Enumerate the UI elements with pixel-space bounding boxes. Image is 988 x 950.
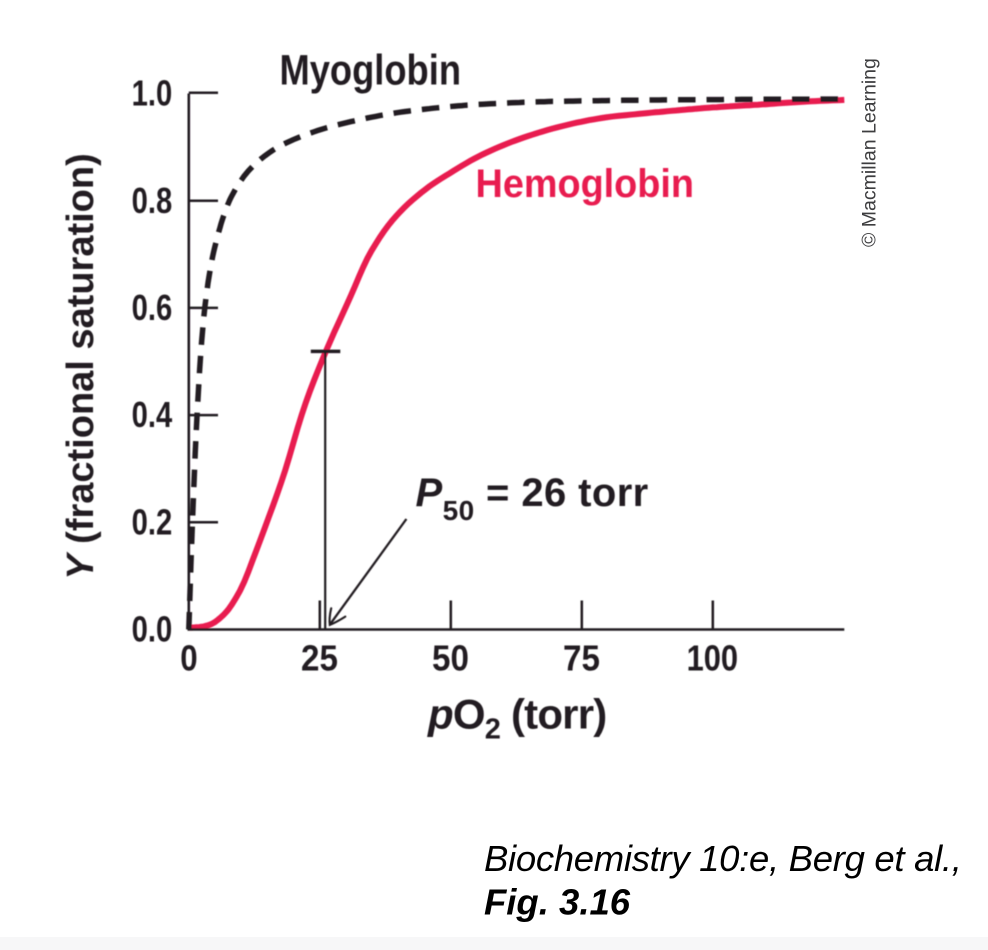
svg-text:0.6: 0.6: [132, 287, 173, 328]
svg-text:1.0: 1.0: [132, 73, 173, 114]
svg-text:75: 75: [563, 638, 600, 679]
svg-text:0.4: 0.4: [132, 394, 173, 435]
svg-text:© Macmillan Learning: © Macmillan Learning: [859, 58, 881, 247]
svg-text:0.8: 0.8: [132, 180, 173, 221]
svg-text:Myoglobin: Myoglobin: [280, 47, 462, 95]
svg-text:0.2: 0.2: [132, 501, 173, 542]
svg-text:25: 25: [301, 638, 338, 679]
svg-text:Biochemistry 10:e, Berg et al.: Biochemistry 10:e, Berg et al.,: [484, 838, 962, 879]
svg-text:pO2 (torr): pO2 (torr): [427, 691, 606, 746]
svg-text:Hemoglobin: Hemoglobin: [476, 162, 695, 206]
svg-text:0: 0: [180, 638, 197, 679]
svg-text:Fig. 3.16: Fig. 3.16: [484, 882, 631, 923]
svg-text:Y (fractional saturation): Y (fractional saturation): [60, 153, 102, 580]
svg-text:0.0: 0.0: [132, 609, 173, 650]
svg-text:50: 50: [432, 638, 469, 679]
svg-text:P50 = 26 torr: P50 = 26 torr: [416, 471, 649, 526]
svg-text:100: 100: [687, 638, 739, 679]
